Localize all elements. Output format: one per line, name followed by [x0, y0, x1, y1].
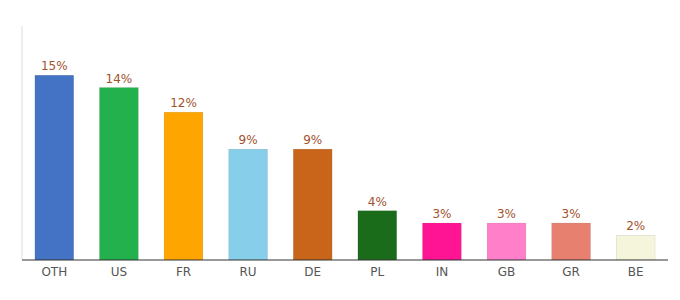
y-axis-line — [22, 26, 23, 260]
x-tick-label: PL — [370, 265, 384, 279]
data-label: 9% — [303, 133, 322, 147]
x-tick-label: GR — [562, 265, 580, 279]
x-tick-label: RU — [240, 265, 257, 279]
data-label: 9% — [239, 133, 258, 147]
bar — [229, 149, 268, 260]
data-label: 2% — [626, 219, 645, 233]
bar — [358, 211, 397, 260]
x-tick-label: IN — [436, 265, 449, 279]
x-tick-label: BE — [628, 265, 644, 279]
x-tick-label: OTH — [41, 265, 67, 279]
bar — [423, 223, 462, 260]
x-tick-label: GB — [498, 265, 516, 279]
x-axis-line — [22, 260, 668, 261]
data-label: 4% — [368, 195, 387, 209]
bar — [100, 88, 139, 260]
bar — [552, 223, 591, 260]
data-label: 14% — [106, 72, 133, 86]
bar — [35, 75, 74, 260]
bar — [164, 112, 203, 260]
x-tick-label: DE — [304, 265, 321, 279]
data-label: 3% — [497, 207, 516, 221]
x-tick-label: FR — [176, 265, 191, 279]
data-label: 3% — [562, 207, 581, 221]
data-label: 3% — [432, 207, 451, 221]
x-tick-label: US — [111, 265, 127, 279]
bar — [616, 235, 655, 260]
bar — [293, 149, 332, 260]
data-label: 15% — [41, 59, 68, 73]
data-label: 12% — [170, 96, 197, 110]
chart: OTH US FR RU DE PL IN GB GR BE 15% 14% 12% 9% 9% 4% 3% 3%… — [0, 0, 680, 300]
chart-container: OTH US FR RU DE PL IN GB GR BE 15% 14% 12% 9% 9% 4% 3% 3%… — [0, 0, 680, 300]
bar — [487, 223, 526, 260]
bars — [35, 75, 655, 260]
